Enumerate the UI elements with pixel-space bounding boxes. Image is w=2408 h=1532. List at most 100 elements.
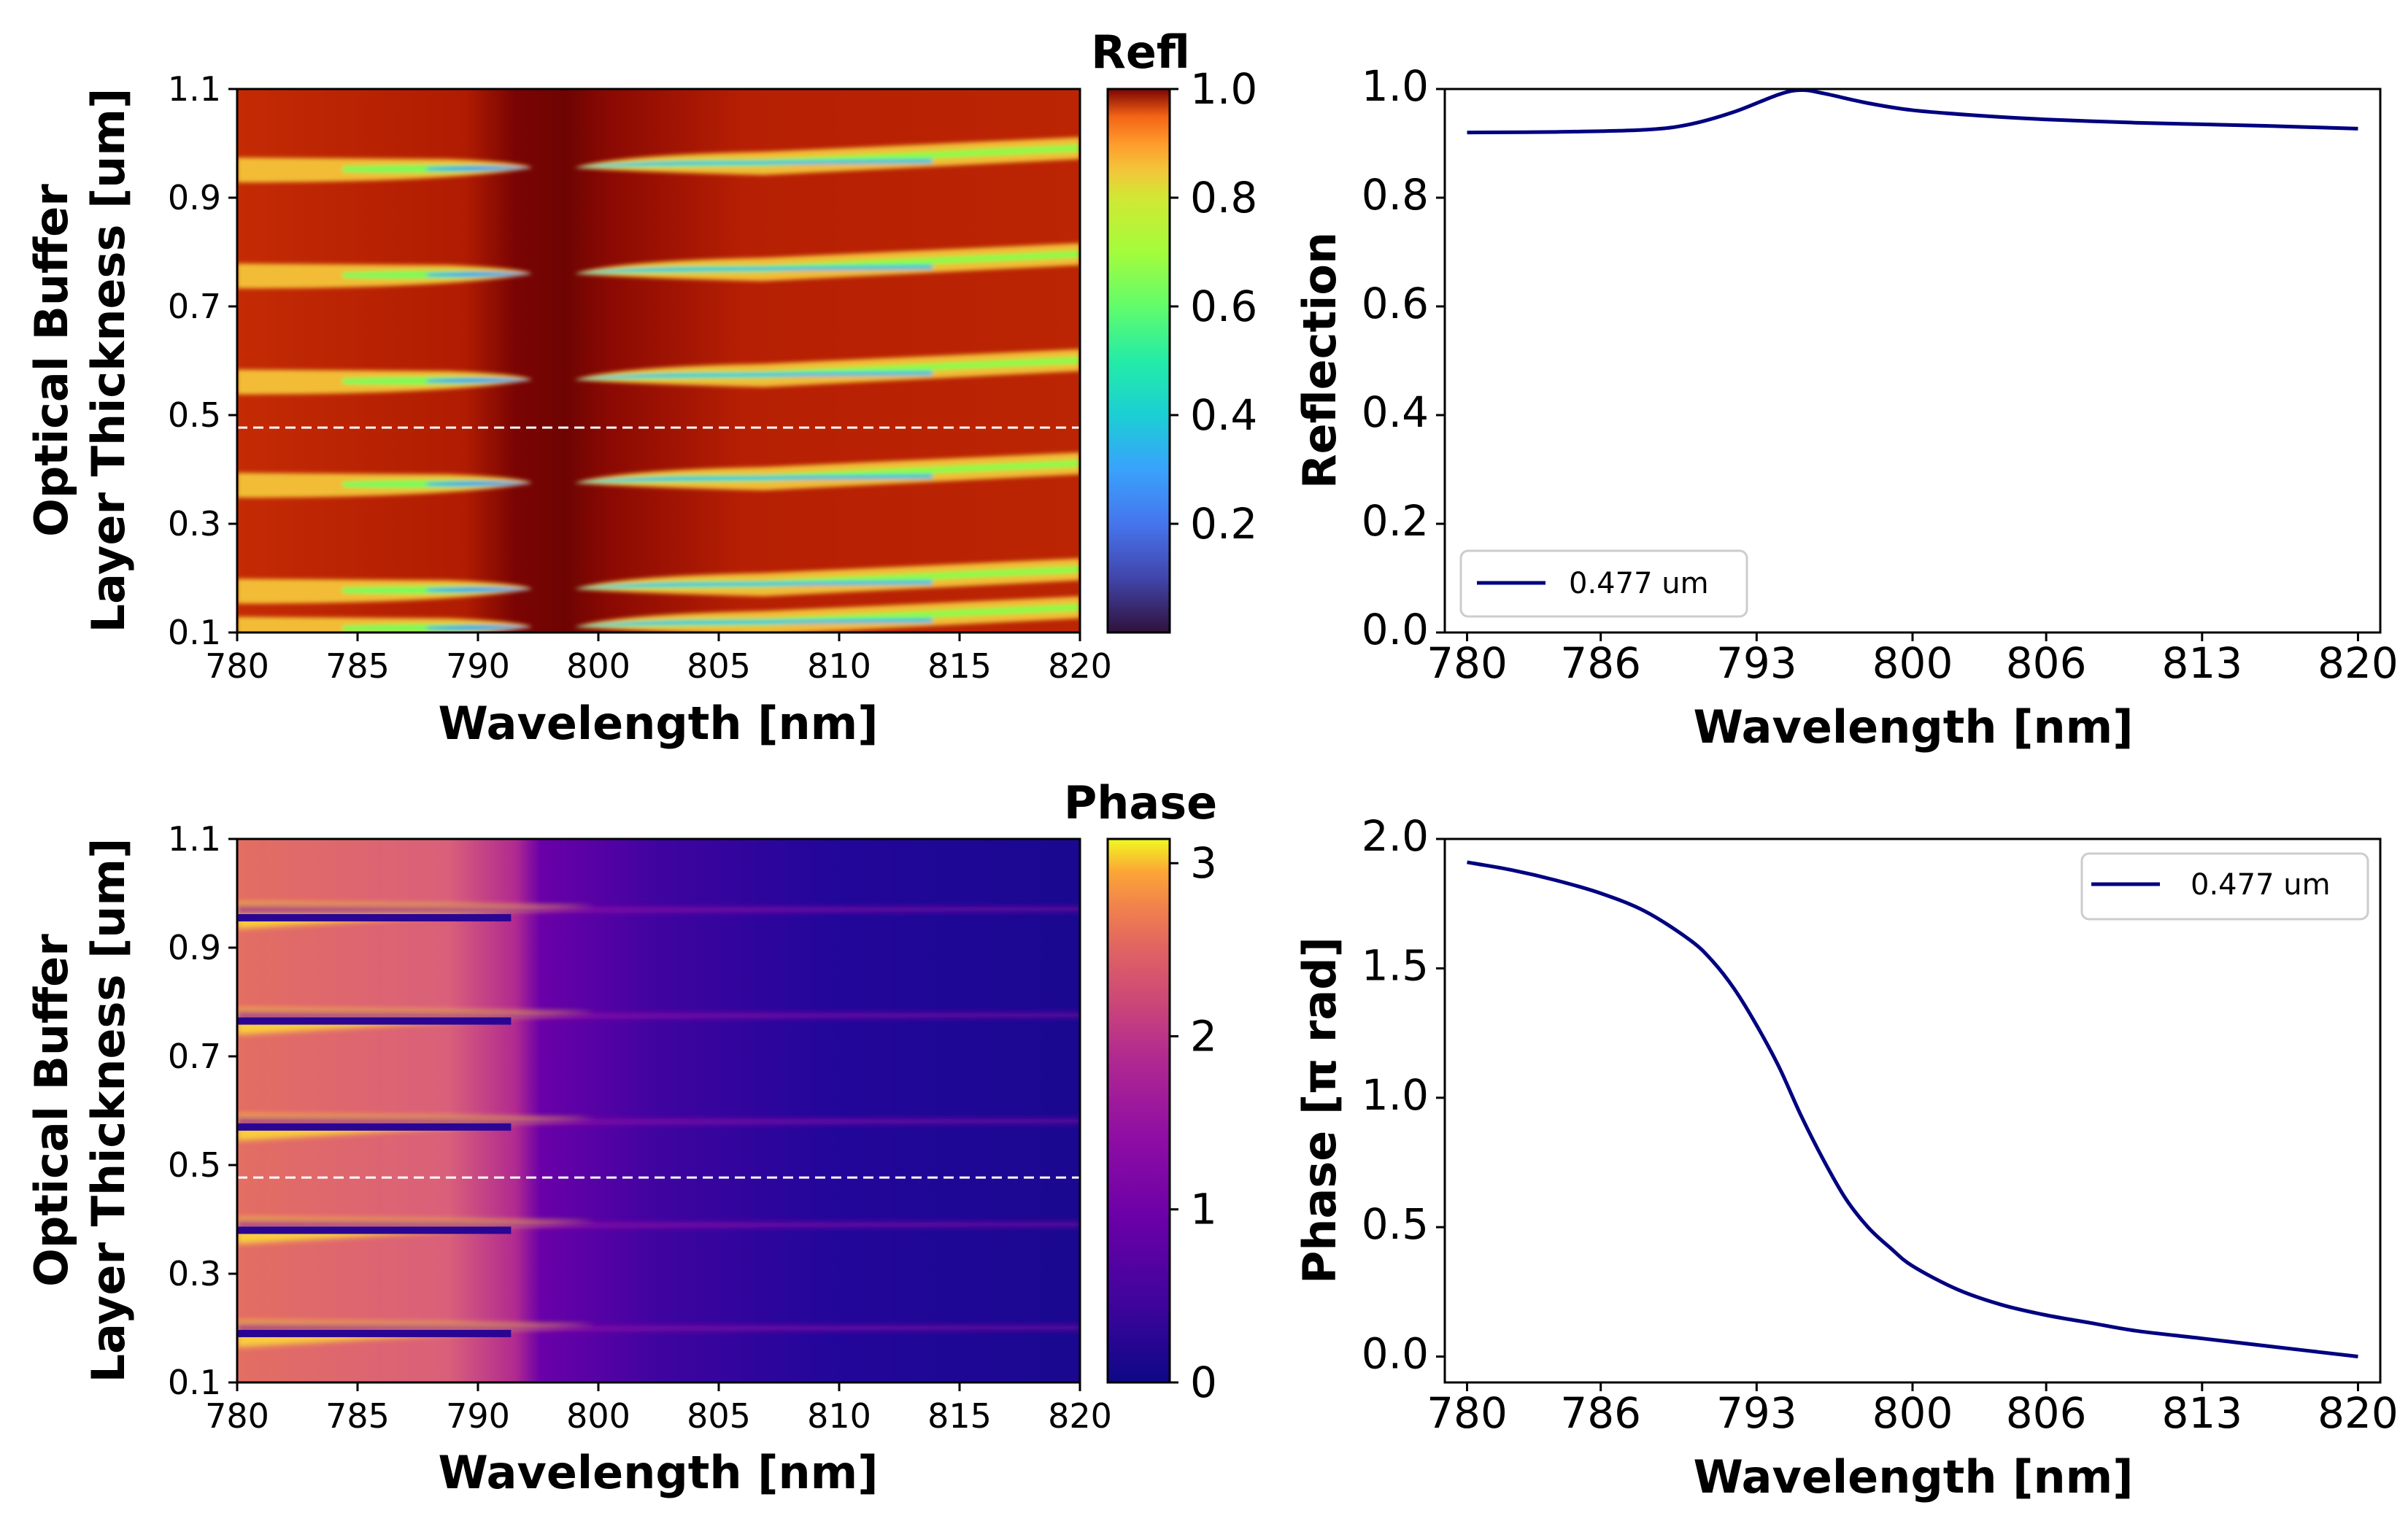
phase-cut-y-label: Phase [π rad]: [1293, 937, 1346, 1284]
x-tick-label: 793: [1716, 1388, 1797, 1438]
x-tick-label: 790: [446, 646, 510, 686]
x-tick-label: 820: [1048, 1396, 1112, 1436]
phase-band-layer: [237, 902, 1080, 1347]
x-tick-label: 820: [2318, 1388, 2399, 1438]
x-tick-label: 806: [2006, 638, 2087, 688]
phase-dark-band: [237, 1329, 512, 1337]
y-tick-label: 0.6: [1362, 279, 1429, 328]
x-tick-label: 780: [205, 646, 269, 686]
reflection-map-y-ticks: 0.1 0.3 0.5 0.7 0.9 1.1: [168, 69, 237, 652]
phase-map-x-ticks: 780 785 790 800 805 810 815 820: [205, 1382, 1112, 1436]
x-tick-label: 813: [2161, 1388, 2242, 1438]
phase-cut-background: [1445, 839, 2380, 1382]
reflection-colorbar: 0.2 0.4 0.6 0.8 1.0: [1106, 64, 1257, 634]
colorbar-tick-label: 0: [1190, 1358, 1217, 1407]
reflection-cut-x-ticks: 780 786 793 800 806 813 820: [1427, 632, 2399, 688]
x-tick-label: 810: [807, 646, 871, 686]
colorbar-tick-label: 0.6: [1190, 282, 1257, 331]
y-tick-label: 0.5: [168, 1145, 221, 1185]
phase-map-y-ticks: 0.1 0.3 0.5 0.7 0.9 1.1: [168, 819, 237, 1402]
phase-colorbar-title: Phase: [1064, 776, 1217, 829]
x-tick-label: 780: [1427, 1388, 1508, 1438]
x-tick-label: 813: [2161, 638, 2242, 688]
y-tick-label: 0.5: [168, 395, 221, 435]
x-tick-label: 786: [1560, 1388, 1641, 1438]
phase-dark-band: [237, 914, 512, 922]
x-tick-label: 815: [927, 646, 992, 686]
y-tick-label: 0.9: [168, 178, 221, 217]
colorbar-tick-label: 1.0: [1190, 64, 1257, 114]
phase-colorbar: 0 1 2 3: [1106, 837, 1217, 1407]
y-tick-label: 1.0: [1362, 61, 1429, 111]
x-tick-label: 810: [807, 1396, 871, 1436]
x-tick-label: 800: [1872, 1388, 1953, 1438]
reflection-cut-x-label: Wavelength [nm]: [1693, 700, 2133, 754]
phase-cut-y-ticks: 0.0 0.5 1.0 1.5 2.0: [1362, 811, 1445, 1379]
y-tick-label: 2.0: [1362, 811, 1429, 861]
colorbar-tick-label: 0.8: [1190, 173, 1257, 223]
y-tick-label: 1.5: [1362, 940, 1429, 990]
x-tick-label: 785: [325, 646, 390, 686]
reflection-cut-legend-box: [1459, 549, 1748, 618]
x-tick-label: 800: [566, 646, 630, 686]
reflection-map-y-label-line2: Layer Thickness [um]: [82, 88, 135, 633]
reflection-map-frame: [236, 88, 1081, 634]
x-tick-label: 820: [2318, 638, 2399, 688]
reflection-band: [237, 558, 1080, 604]
y-tick-label: 1.1: [168, 69, 221, 109]
phase-dark-band: [237, 1017, 512, 1025]
series-line: [1467, 860, 2358, 1359]
phase-cut-x-ticks: 780 786 793 800 806 813 820: [1427, 1382, 2399, 1438]
reflection-map-x-ticks: 780 785 790 800 805 810 815 820: [205, 632, 1112, 686]
x-tick-label: 800: [566, 1396, 630, 1436]
y-tick-label: 1.0: [1362, 1070, 1429, 1120]
phase-map-x-label: Wavelength [nm]: [438, 1446, 878, 1499]
phase-cut-legend: 0.477 um: [2080, 852, 2369, 921]
phase-dark-band: [237, 1226, 512, 1234]
y-tick-label: 1.1: [168, 819, 221, 859]
phase-cut-panel: 780 786 793 800 806 813 820 0.0 0.5 1.0 1.5 2.0 Wa…: [1293, 811, 2399, 1504]
reflection-map-x-label: Wavelength [nm]: [438, 697, 878, 750]
y-tick-label: 0.1: [168, 1363, 221, 1402]
reflection-cut-background: [1445, 89, 2380, 632]
y-tick-label: 0.9: [168, 928, 221, 967]
x-tick-label: 790: [446, 1396, 510, 1436]
y-tick-label: 0.3: [168, 1254, 221, 1293]
reflection-band: [237, 349, 1080, 395]
phase-map-y-label-line1: Optical Buffer: [25, 934, 78, 1287]
x-tick-label: 780: [205, 1396, 269, 1436]
x-tick-label: 815: [927, 1396, 992, 1436]
y-tick-label: 0.7: [168, 1037, 221, 1076]
phase-cut-legend-box: [2080, 852, 2369, 921]
reflection-cut-series-layer: [1467, 88, 2358, 135]
reflection-cut-legend-label: 0.477 um: [1569, 567, 1709, 600]
phase-tail-band: [237, 905, 1080, 915]
x-tick-label: 785: [325, 1396, 390, 1436]
y-tick-label: 0.8: [1362, 170, 1429, 220]
y-tick-label: 0.3: [168, 504, 221, 543]
phase-dark-band: [237, 1123, 512, 1131]
colorbar-tick-label: 3: [1190, 838, 1217, 888]
reflection-colorbar-title: Refl: [1091, 26, 1190, 79]
phase-colorbar-gradient: [1106, 837, 1171, 1384]
y-tick-label: 0.0: [1362, 1329, 1429, 1379]
reflection-band: [237, 596, 1080, 632]
reflection-resonance-layer: [237, 137, 1080, 632]
reflection-map-y-label-line1: Optical Buffer: [25, 184, 78, 537]
y-tick-label: 0.5: [1362, 1199, 1429, 1249]
reflection-heatmap-area: [237, 89, 1080, 632]
colorbar-tick-label: 0.2: [1190, 499, 1257, 549]
phase-cut-x-label: Wavelength [nm]: [1693, 1450, 2133, 1504]
x-tick-label: 806: [2006, 1388, 2087, 1438]
x-tick-label: 780: [1427, 638, 1508, 688]
phase-cut-legend-label: 0.477 um: [2191, 868, 2331, 902]
phase-map-background: [237, 839, 1080, 1382]
colorbar-tick-label: 0.4: [1190, 390, 1257, 440]
y-tick-label: 0.1: [168, 613, 221, 652]
phase-cut-series-layer: [1467, 860, 2358, 1359]
phase-map-frame: [236, 837, 1081, 1384]
series-line: [1467, 88, 2358, 135]
reflection-cut-y-ticks: 0.0 0.2 0.4 0.6 0.8 1.0: [1362, 61, 1445, 654]
reflection-map-panel: 780 785 790 800 805 810 815 820 0.1 0.3 0.5 0.7 0.9…: [25, 26, 1257, 750]
